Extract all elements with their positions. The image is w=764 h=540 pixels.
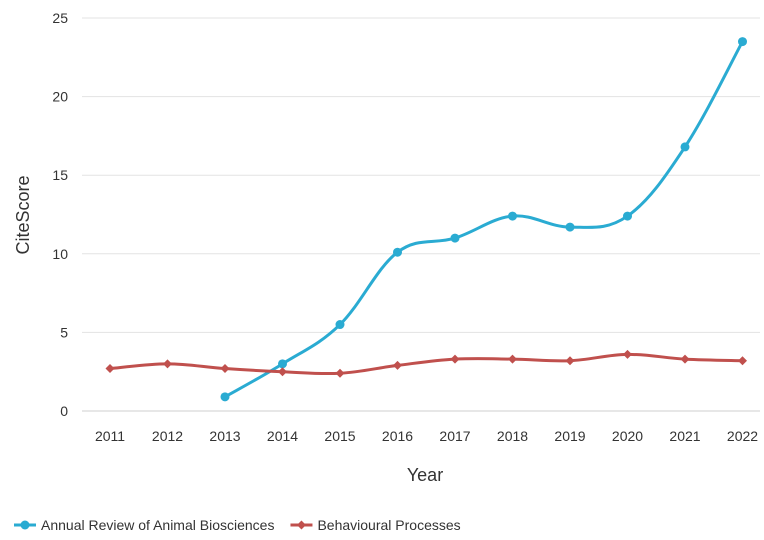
x-tick-label: 2013 [209, 428, 240, 444]
legend-label: Annual Review of Animal Biosciences [41, 517, 274, 533]
series-group [106, 37, 748, 401]
data-point [623, 350, 632, 359]
data-point [738, 356, 747, 365]
x-axis-ticks: 2011 2012 2013 2014 2015 2016 2017 2018 2019 2020… [95, 428, 758, 444]
data-point [508, 355, 517, 364]
y-tick-label: 5 [60, 324, 68, 340]
x-tick-label: 2019 [554, 428, 585, 444]
series-line [225, 42, 743, 397]
x-tick-label: 2011 [95, 428, 125, 444]
series-line [110, 354, 743, 373]
data-point [336, 320, 345, 329]
series-1 [221, 37, 748, 401]
y-axis-ticks: 0 5 10 15 20 25 [52, 10, 68, 419]
y-tick-label: 10 [52, 246, 68, 262]
x-tick-label: 2014 [267, 428, 298, 444]
legend-item: Behavioural Processes [290, 517, 460, 533]
data-point [451, 355, 460, 364]
data-point [336, 369, 345, 378]
data-point [451, 234, 460, 243]
x-tick-label: 2017 [439, 428, 470, 444]
x-axis-title: Year [407, 465, 443, 485]
data-point [738, 37, 747, 46]
legend-marker [297, 521, 306, 530]
y-axis-title: CiteScore [13, 175, 33, 254]
data-point [221, 364, 230, 373]
x-tick-label: 2018 [497, 428, 528, 444]
y-tick-label: 15 [52, 167, 68, 183]
x-tick-label: 2015 [324, 428, 355, 444]
data-point [106, 364, 115, 373]
x-tick-label: 2022 [727, 428, 758, 444]
x-tick-label: 2020 [612, 428, 643, 444]
x-tick-label: 2016 [382, 428, 413, 444]
legend-marker [21, 521, 30, 530]
data-point [508, 212, 517, 221]
data-point [221, 392, 230, 401]
x-tick-label: 2021 [669, 428, 700, 444]
y-tick-label: 20 [52, 89, 68, 105]
data-point [681, 355, 690, 364]
legend-label: Behavioural Processes [317, 517, 460, 533]
data-point [623, 212, 632, 221]
data-point [393, 248, 402, 257]
x-tick-label: 2012 [152, 428, 183, 444]
data-point [163, 359, 172, 368]
series-2 [106, 350, 748, 378]
data-point [566, 223, 575, 232]
legend: Annual Review of Animal Biosciences Behav… [14, 517, 461, 533]
gridlines [82, 18, 760, 332]
y-tick-label: 0 [60, 403, 68, 419]
data-point [278, 367, 287, 376]
data-point [393, 361, 402, 370]
data-point [278, 359, 287, 368]
y-tick-label: 25 [52, 10, 68, 26]
data-point [681, 142, 690, 151]
legend-item: Annual Review of Animal Biosciences [14, 517, 274, 533]
data-point [566, 356, 575, 365]
